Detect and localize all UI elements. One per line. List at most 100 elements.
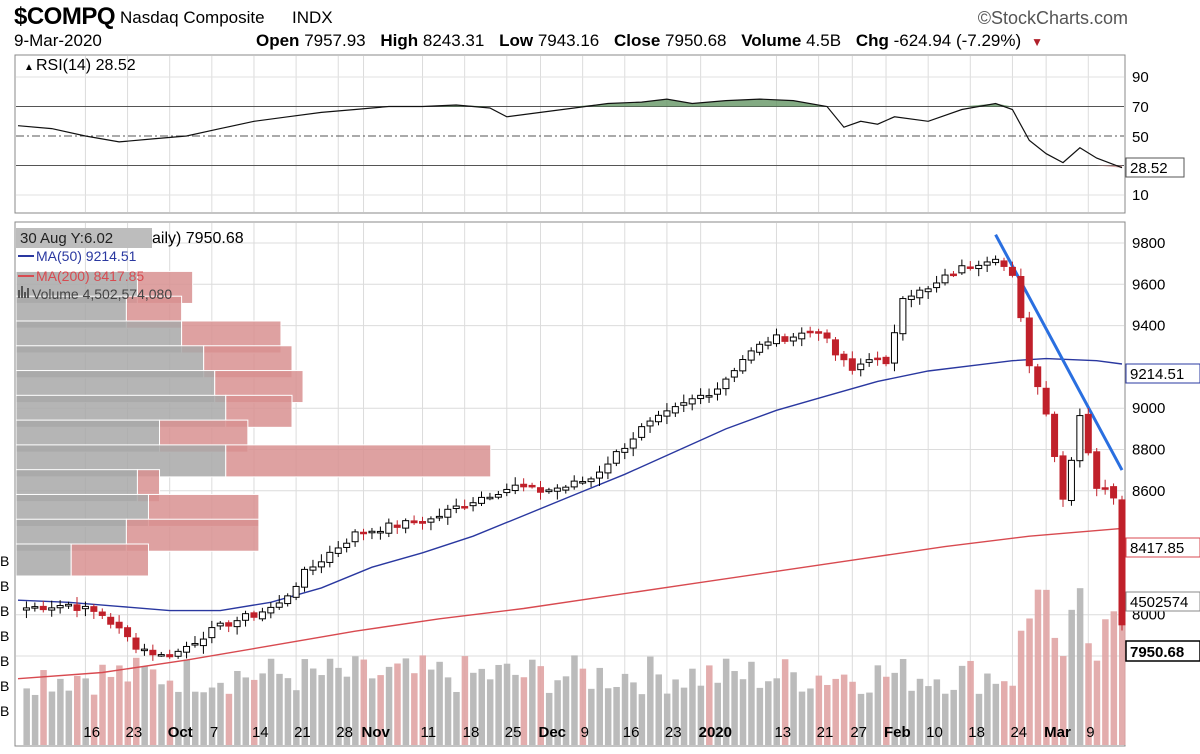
candle-body xyxy=(56,605,64,609)
volume-bar xyxy=(1119,622,1126,745)
candle-body xyxy=(140,648,148,652)
volume-bar xyxy=(225,693,233,745)
volume-bar xyxy=(647,656,654,745)
candle-body xyxy=(604,463,612,474)
x-axis-label: Nov xyxy=(362,724,391,741)
price-tick: 9000 xyxy=(1132,400,1165,417)
volume-bar xyxy=(234,670,241,745)
candle-body xyxy=(570,480,578,488)
volume-bar xyxy=(1060,656,1067,745)
candle-body xyxy=(646,420,654,427)
candle-body xyxy=(848,358,856,371)
volume-bar xyxy=(655,674,662,745)
price-panel-frame xyxy=(14,221,1126,747)
volume-bar xyxy=(40,670,47,745)
volume-bar xyxy=(276,673,283,745)
vbp-bar-gray xyxy=(15,295,127,329)
ma50-tag xyxy=(1125,363,1200,384)
price-gridlines xyxy=(16,223,1124,745)
vbp-bar-red xyxy=(136,270,194,304)
candle-body xyxy=(1076,415,1084,462)
candle-body xyxy=(815,331,823,334)
rsi-path xyxy=(17,98,1123,169)
volume-bar xyxy=(318,675,325,745)
volume-bar xyxy=(453,691,460,745)
vbp-bar-gray xyxy=(15,543,72,577)
high-label: High xyxy=(380,31,419,50)
rsi-tick: 70 xyxy=(1132,99,1149,116)
volume-bar xyxy=(537,666,545,745)
volume-bar xyxy=(368,678,376,745)
x-axis-label: 21 xyxy=(817,724,834,741)
low-label: Low xyxy=(499,31,534,50)
candle-body xyxy=(537,487,545,493)
rsi-oversold-fill xyxy=(18,165,1122,168)
volume-bar xyxy=(335,667,342,745)
volume-bar xyxy=(899,658,907,745)
x-axis-label: 9 xyxy=(581,724,589,741)
candle-body xyxy=(1025,317,1033,367)
candle-body xyxy=(983,261,991,266)
volume-bar xyxy=(621,673,629,745)
vbp-bar-red xyxy=(70,543,149,577)
candle-body xyxy=(933,282,941,289)
candle-body xyxy=(250,612,258,618)
volume-bar xyxy=(689,668,696,745)
volume-bar xyxy=(427,669,435,745)
volume-bar xyxy=(149,669,157,745)
volume-bar xyxy=(933,679,941,745)
legend-daily: aily) 7950.68 xyxy=(152,230,244,247)
candle-body xyxy=(992,258,1000,264)
vbp-bar-red xyxy=(125,295,183,329)
candle-body xyxy=(132,637,140,650)
x-axis-labels: 16 23 Oct 7 14 21 28 Nov 11 18 25 Dec 9 16 23 2020 13 21 2… xyxy=(83,724,1094,741)
candle-body xyxy=(520,483,528,488)
x-axis-label: 23 xyxy=(665,724,682,741)
rsi-tick: 10 xyxy=(1132,187,1149,204)
rsi-tick: 50 xyxy=(1132,129,1149,146)
symbol-exchange: INDX xyxy=(292,8,333,27)
volume-bar xyxy=(840,674,848,745)
volume-bar xyxy=(444,677,452,745)
rsi-label: RSI(14) 28.52 xyxy=(36,57,136,74)
candle-body xyxy=(183,645,191,653)
candle-body xyxy=(941,274,949,284)
volume-bar xyxy=(175,691,182,745)
candle-body xyxy=(275,602,283,608)
vbp-bar-gray xyxy=(15,320,183,354)
candle-body xyxy=(924,288,932,293)
volume-tag-value: 4502574 xyxy=(1130,594,1188,611)
candle-body xyxy=(756,343,764,353)
volume-bar xyxy=(259,673,266,745)
volume-bar xyxy=(706,665,713,745)
volume-bar xyxy=(57,678,64,745)
candle-body xyxy=(452,505,460,510)
volume-bar xyxy=(326,658,334,745)
vbp-bar-gray xyxy=(15,493,149,527)
candle-body xyxy=(73,604,81,611)
chart-header: $COMPQ Nasdaq Composite INDX ©StockChart… xyxy=(0,0,1200,52)
trendline xyxy=(994,233,1124,471)
volume-legend-icon xyxy=(18,286,29,298)
vbp-bar-red xyxy=(136,469,161,503)
volume-bar xyxy=(958,665,966,745)
rsi-icon: ▲ xyxy=(24,62,34,73)
volume-bar xyxy=(1076,588,1084,745)
volume-bar xyxy=(394,663,401,745)
candle-body xyxy=(368,530,376,534)
close-label: Close xyxy=(614,31,661,50)
volume-bar xyxy=(242,677,250,745)
candle-body xyxy=(806,330,814,334)
candle-body xyxy=(680,402,688,406)
candle-body xyxy=(612,451,620,464)
ma50-tag-value: 9214.51 xyxy=(1130,366,1184,383)
candle-body xyxy=(1017,275,1025,319)
rsi-panel-frame xyxy=(14,54,1126,214)
candle-body xyxy=(579,481,587,484)
candle-body xyxy=(31,606,39,609)
candle-body xyxy=(890,332,898,364)
volume-bar xyxy=(343,676,351,745)
ma200-line xyxy=(17,527,1123,680)
rsi-overbought-fill xyxy=(18,99,1122,107)
